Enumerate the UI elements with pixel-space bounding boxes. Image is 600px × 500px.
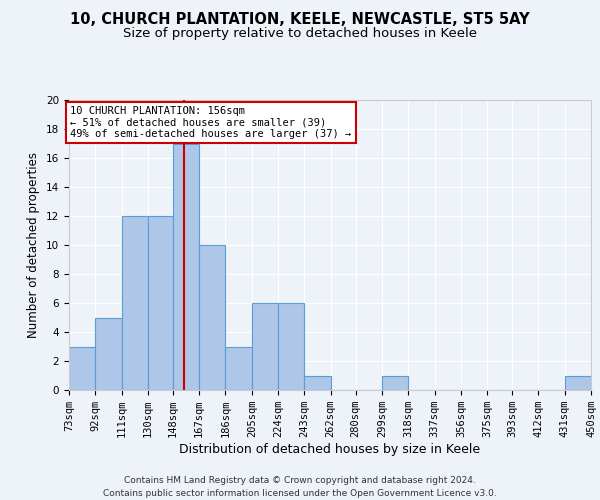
Bar: [69, 346, 95, 390]
Bar: [122, 216, 148, 390]
Bar: [278, 303, 304, 390]
Text: 10 CHURCH PLANTATION: 156sqm
← 51% of detached houses are smaller (39)
49% of se: 10 CHURCH PLANTATION: 156sqm ← 51% of de…: [70, 106, 352, 139]
Bar: [173, 144, 199, 390]
Text: 10, CHURCH PLANTATION, KEELE, NEWCASTLE, ST5 5AY: 10, CHURCH PLANTATION, KEELE, NEWCASTLE,…: [70, 12, 530, 28]
Bar: [252, 303, 278, 390]
Bar: [148, 216, 173, 390]
Bar: [304, 376, 331, 390]
Text: Contains HM Land Registry data © Crown copyright and database right 2024.
Contai: Contains HM Land Registry data © Crown c…: [103, 476, 497, 498]
Y-axis label: Number of detached properties: Number of detached properties: [28, 152, 40, 338]
Bar: [95, 318, 122, 390]
Text: Size of property relative to detached houses in Keele: Size of property relative to detached ho…: [123, 28, 477, 40]
Bar: [382, 376, 408, 390]
X-axis label: Distribution of detached houses by size in Keele: Distribution of detached houses by size …: [179, 443, 481, 456]
Bar: [199, 245, 226, 390]
Bar: [226, 346, 252, 390]
Bar: [565, 376, 591, 390]
